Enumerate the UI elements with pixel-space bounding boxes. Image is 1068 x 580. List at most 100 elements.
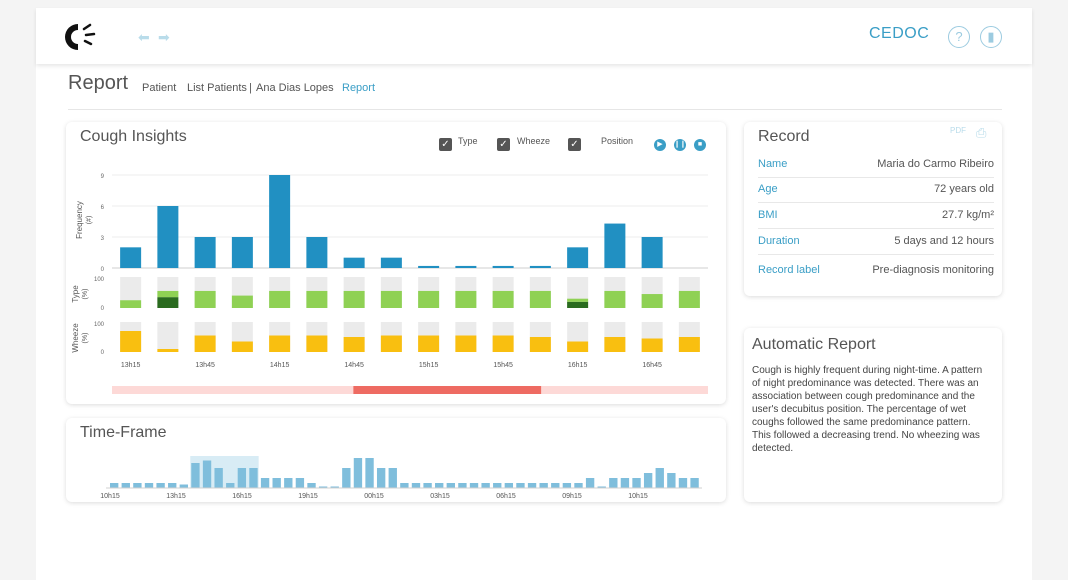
- time-frame-bar: [202, 460, 212, 488]
- record-card: Record PDF ⎙ Name Maria do Carmo Ribeiro…: [744, 122, 1002, 296]
- breadcrumb-separator: |: [249, 82, 252, 94]
- wheeze-bar: [157, 349, 179, 352]
- frequency-axis-label: Frequency: [75, 201, 84, 239]
- frequency-bar: [455, 265, 477, 268]
- frequency-bar: [492, 265, 514, 268]
- time-frame-bar: [214, 468, 223, 488]
- frequency-bar: [641, 237, 663, 268]
- time-frame-bar: [156, 483, 165, 488]
- divider: [68, 109, 1002, 110]
- record-value: 27.7 kg/m²: [942, 209, 994, 221]
- type-wet-bar: [157, 290, 179, 298]
- time-frame-bar: [295, 478, 305, 488]
- record-title: Record: [758, 128, 810, 145]
- time-frame-bar: [272, 478, 281, 488]
- type-wet-bar: [343, 290, 365, 308]
- time-frame-bar: [284, 478, 293, 488]
- time-frame-bar: [423, 483, 432, 488]
- stop-icon[interactable]: ■: [694, 139, 706, 151]
- type-wet-bar: [306, 290, 328, 308]
- wheeze-checkbox[interactable]: ✓: [497, 138, 510, 151]
- position-bar-highlight: [353, 386, 542, 394]
- wheeze-axis-unit: (%): [82, 333, 89, 344]
- time-frame-bar: [400, 483, 409, 488]
- time-frame-bar: [458, 483, 467, 488]
- frequency-bar: [120, 247, 142, 268]
- record-label: BMI: [758, 209, 778, 221]
- position-checkbox[interactable]: ✓: [568, 138, 581, 151]
- x-tick-label: 13h45: [195, 362, 215, 369]
- frequency-axis-unit: (#): [86, 216, 93, 225]
- org-name: CEDOC: [869, 25, 930, 42]
- pdf-export-icon[interactable]: PDF: [950, 126, 966, 135]
- time-frame-bar: [144, 483, 154, 488]
- type-tick-label: 100: [94, 277, 105, 283]
- time-frame-bar: [551, 483, 560, 488]
- time-frame-chart[interactable]: 10h15 13h15 16h15 19h15 00h15 03h15 06h15 09h15…: [66, 418, 726, 502]
- time-frame-bar: [237, 468, 247, 488]
- frequency-tick-label: 3: [101, 236, 105, 242]
- pause-icon[interactable]: ❙❙: [674, 139, 686, 151]
- time-frame-bar: [226, 483, 235, 488]
- wheeze-bar: [492, 335, 514, 352]
- time-frame-bar: [539, 483, 548, 488]
- frequency-bar: [306, 237, 328, 268]
- printer-icon[interactable]: ⎙: [976, 125, 987, 140]
- record-label: Name: [758, 158, 788, 170]
- time-frame-bar: [411, 483, 421, 488]
- x-tick-label: 15h45: [493, 362, 513, 369]
- time-frame-bar: [516, 483, 525, 488]
- back-arrow-icon[interactable]: ⬅: [138, 29, 150, 45]
- x-tick-label: 13h15: [121, 362, 141, 369]
- frequency-bar: [529, 265, 551, 268]
- wheeze-bar: [380, 335, 402, 352]
- wheeze-bar: [529, 337, 551, 352]
- type-checkbox[interactable]: ✓: [439, 138, 452, 151]
- breadcrumb-list-patients[interactable]: List Patients: [187, 82, 247, 94]
- forward-arrow-icon[interactable]: ➡: [158, 29, 170, 45]
- time-frame-bar: [667, 473, 676, 488]
- record-row-duration: Duration 5 days and 12 hours: [758, 229, 994, 255]
- frequency-bar: [343, 257, 365, 268]
- top-bar: ⬅ ➡ CEDOC ? ▮: [36, 8, 1032, 64]
- record-label: Age: [758, 183, 778, 195]
- time-frame-tick-label: 10h15: [628, 493, 648, 500]
- question-circle-icon[interactable]: ?: [948, 26, 970, 48]
- type-axis-unit: (%): [82, 289, 89, 300]
- type-filter-label: Type: [458, 136, 478, 146]
- time-frame-bar: [678, 478, 688, 488]
- time-frame-bar: [632, 478, 641, 488]
- wheeze-background-bar: [157, 322, 179, 352]
- record-row-age: Age 72 years old: [758, 177, 994, 203]
- time-frame-bar: [330, 486, 339, 488]
- time-frame-bar: [179, 484, 189, 488]
- type-wet-bar: [418, 290, 440, 308]
- frequency-bar: [380, 257, 402, 268]
- time-frame-bar: [481, 483, 490, 488]
- wheeze-bar: [641, 338, 663, 352]
- door-icon[interactable]: ▮: [980, 26, 1002, 48]
- type-tick-label: 0: [101, 306, 105, 312]
- time-frame-bar: [133, 483, 142, 488]
- wheeze-bar: [194, 335, 216, 352]
- record-value: Pre-diagnosis monitoring: [872, 264, 994, 276]
- cough-logo-icon[interactable]: [60, 20, 100, 54]
- time-frame-bar: [493, 483, 502, 488]
- cough-insights-card: Cough Insights ✓ Type ✓ Wheeze ✓ Positio…: [66, 122, 726, 404]
- wheeze-filter-label: Wheeze: [517, 136, 551, 146]
- frequency-tick-label: 9: [101, 174, 105, 180]
- wheeze-bar: [343, 337, 365, 352]
- type-wet-bar: [529, 290, 551, 308]
- breadcrumb-patient-name[interactable]: Ana Dias Lopes: [256, 82, 334, 94]
- time-frame-bar: [574, 483, 583, 488]
- wheeze-bar: [269, 335, 291, 352]
- type-wet-bar: [678, 290, 700, 308]
- type-wet-bar: [567, 298, 589, 302]
- type-axis-label: Type: [71, 285, 80, 303]
- breadcrumb-report[interactable]: Report: [342, 82, 376, 94]
- time-frame-bar: [365, 458, 374, 488]
- play-icon[interactable]: ▶: [654, 139, 666, 151]
- breadcrumb-patient[interactable]: Patient: [142, 82, 177, 94]
- time-frame-bar: [435, 483, 444, 488]
- time-frame-tick-label: 13h15: [166, 493, 186, 500]
